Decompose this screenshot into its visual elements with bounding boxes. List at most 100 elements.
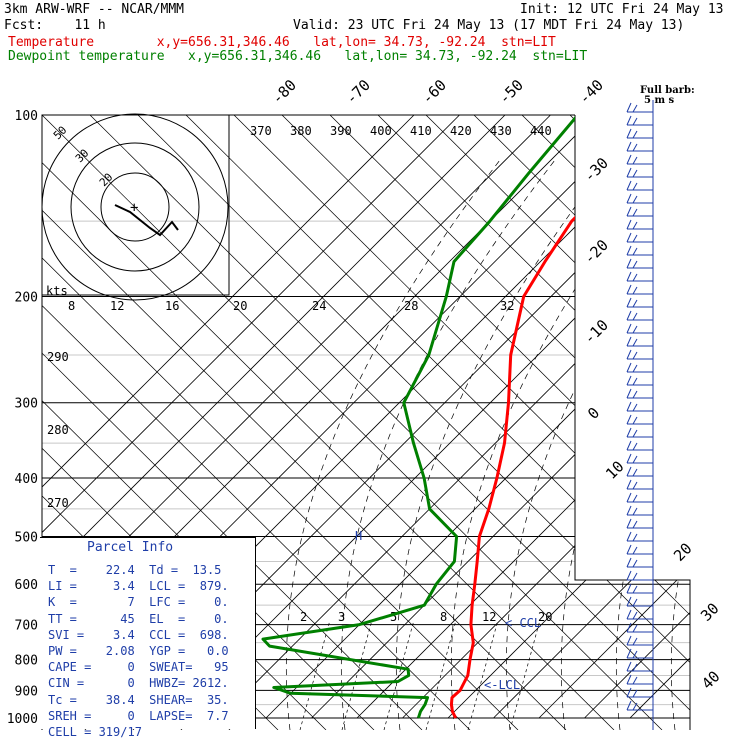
dry-adiabat	[42, 115, 567, 730]
mixing-ratio-label: 20	[538, 610, 552, 624]
mixing-ratio-line	[383, 619, 415, 730]
isotherm-label: 10	[602, 457, 628, 483]
wind-barb-feather	[626, 375, 632, 386]
wind-barb-feather	[626, 596, 632, 607]
wind-barb-feather	[632, 442, 638, 451]
isotherm-label: -30	[580, 154, 612, 186]
wind-barb-feather	[632, 637, 638, 646]
wetbulb-label: 28	[404, 299, 418, 313]
moist-adiabat	[726, 160, 740, 730]
pressure-label-1000: 1000	[7, 712, 38, 727]
mixing-ratio-label: 3	[338, 610, 345, 624]
wind-barb-feather	[626, 700, 632, 711]
dewpoint-trace	[261, 115, 579, 719]
parcel-info-row: SREH = 0 LAPSE= 7.7	[48, 708, 229, 723]
mixing-ratio-line	[341, 619, 373, 730]
pressure-label-500: 500	[15, 530, 38, 545]
theta-e-label: 400	[370, 124, 392, 138]
wind-barb-feather	[632, 104, 638, 113]
wind-barb-feather	[626, 440, 632, 451]
wind-barb-feather	[626, 622, 632, 633]
wind-barb-feather	[626, 583, 632, 594]
mixing-ratio-label: 8	[440, 610, 447, 624]
pressure-label-200: 200	[15, 291, 38, 306]
parcel-info-row: SVI = 3.4 CCL = 698.	[48, 627, 229, 642]
wind-barb-feather	[632, 338, 638, 347]
isotherm-label: 40	[698, 667, 724, 693]
theta-e-label: 370	[250, 124, 272, 138]
wind-barb-feather	[626, 271, 632, 282]
mixing-ratio-line	[425, 619, 457, 730]
parcel-info-row: TT = 45 EL = 0.	[48, 611, 229, 626]
wind-barb-feather	[632, 663, 638, 672]
hodograph-kts-label: kts	[46, 284, 68, 298]
wind-barb-feather	[626, 362, 632, 373]
isotherm	[265, 115, 690, 719]
ccl-marker: < CCL	[505, 616, 541, 630]
wind-barb-feather	[632, 533, 638, 542]
isotherm-label: -60	[418, 76, 450, 108]
moist-adiabat	[670, 159, 690, 730]
wind-barb-feather	[632, 585, 638, 594]
theta-e-label: 440	[530, 124, 552, 138]
wind-barb-feather	[632, 611, 638, 620]
parcel-info-row: LI = 3.4 LCL = 879.	[48, 579, 229, 594]
theta-e-label: 410	[410, 124, 432, 138]
wind-barb-feather	[632, 377, 638, 386]
isotherm-label: -70	[342, 76, 374, 108]
wind-barb-feather	[626, 557, 632, 568]
dry-adiabat	[185, 115, 690, 730]
wind-barb-feather	[632, 702, 638, 711]
theta-e-label: 380	[290, 124, 312, 138]
wind-barb-feather	[632, 598, 638, 607]
wind-barb-feather	[632, 403, 638, 412]
wind-barb-feather	[632, 364, 638, 373]
wind-barb-feather	[626, 518, 632, 529]
wind-barb-feather	[632, 507, 638, 516]
hodograph-ring-label: 20	[97, 171, 116, 190]
legend-temperature: Temperature x,y=656.31,346.46 lat,lon= 3…	[8, 35, 556, 50]
right-frame	[574, 115, 691, 730]
isotherm	[220, 115, 690, 719]
hodograph-ring	[70, 142, 200, 272]
wind-barb-feather	[632, 208, 638, 217]
moist-adiabat	[505, 159, 690, 730]
wind-barb-feather	[626, 336, 632, 347]
wind-barb-feather	[626, 310, 632, 321]
valid-time: Valid: 23 UTC Fri 24 May 13 (17 MDT Fri …	[293, 18, 685, 33]
wind-barb-feather	[626, 297, 632, 308]
barb-header-line1: Full barb:	[640, 85, 695, 96]
hodograph-trace	[114, 204, 179, 237]
wind-barb-feather	[632, 156, 638, 165]
dry-adiabat	[42, 115, 423, 730]
theta-label: 290	[47, 350, 69, 364]
parcel-info-panel: Parcel Info T = 22.4 Td = 13.5 LI = 3.4 L…	[40, 537, 256, 739]
parcel-info-row: Tc = 38.4 SHEAR= 35.	[48, 692, 229, 707]
wind-barb-feather	[626, 180, 632, 191]
wetbulb-label: 16	[165, 299, 179, 313]
pressure-label-700: 700	[15, 619, 38, 634]
moist-adiabat	[340, 159, 556, 730]
wind-barb-feather	[632, 325, 638, 334]
wind-barb-feather	[632, 286, 638, 295]
wetbulb-label: 12	[110, 299, 124, 313]
dry-adiabat	[665, 115, 690, 730]
parcel-info-row: CAPE = 0 SWEAT= 95	[48, 660, 229, 675]
wind-barb-feather	[626, 648, 632, 659]
wind-barb-feather	[626, 349, 632, 360]
parcel-info-row: PW = 2.08 YGP = 0.0	[48, 644, 229, 658]
wind-barb-feather	[626, 219, 632, 230]
pressure-label-300: 300	[15, 397, 38, 412]
wind-barb-feather	[626, 128, 632, 139]
isotherm-label: -80	[268, 76, 300, 108]
wind-barb-feather	[632, 494, 638, 503]
hodograph-center: +	[130, 200, 138, 216]
wind-barb-feather	[632, 676, 638, 685]
wind-barb-feather	[632, 650, 638, 659]
dry-adiabat	[233, 115, 690, 730]
pressure-label-600: 600	[15, 578, 38, 593]
wind-barb-feather	[632, 299, 638, 308]
parcel-info-title: Parcel Info	[87, 540, 174, 555]
wind-barb-feather	[632, 520, 638, 529]
wind-barb-feather	[632, 416, 638, 425]
